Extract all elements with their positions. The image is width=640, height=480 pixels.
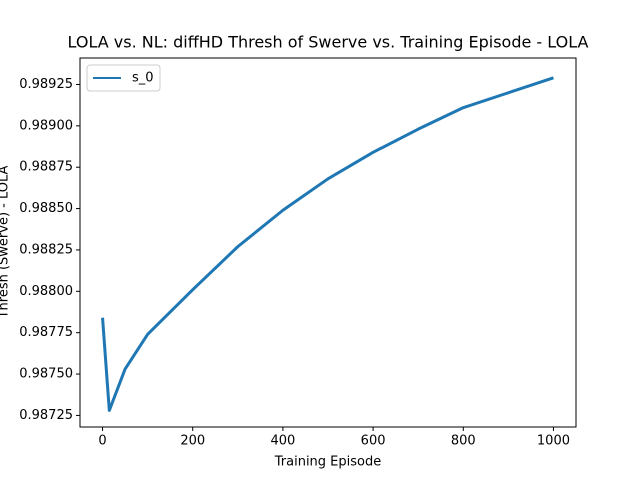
x-tick-label: 400 [270,434,295,449]
y-tick-label: 0.98825 [19,242,73,257]
y-tick-label: 0.98800 [19,284,73,299]
legend-box [86,64,161,92]
y-tick-label: 0.98725 [19,408,73,423]
y-tick-label: 0.98925 [19,77,73,92]
chart-title: LOLA vs. NL: diffHD Thresh of Swerve vs.… [68,33,589,52]
plot-frame [79,57,577,428]
y-axis-label: Thresh (Swerve) - LOLA [0,165,12,319]
x-tick-label: 0 [98,434,106,449]
x-tick-label: 1000 [537,434,570,449]
y-tick-label: 0.98775 [19,325,73,340]
x-tick-label: 600 [361,434,386,449]
y-tick-label: 0.98750 [19,367,73,382]
y-tick-label: 0.98875 [19,160,73,175]
data-line [101,76,554,412]
legend-label: s_0 [132,71,154,86]
y-tick-label: 0.98900 [19,118,73,133]
x-axis-label: Training Episode [274,455,381,470]
y-tick-label: 0.98850 [19,201,73,216]
legend: s_0 [86,64,161,92]
x-tick-label: 200 [180,434,205,449]
x-tick-label: 800 [451,434,476,449]
